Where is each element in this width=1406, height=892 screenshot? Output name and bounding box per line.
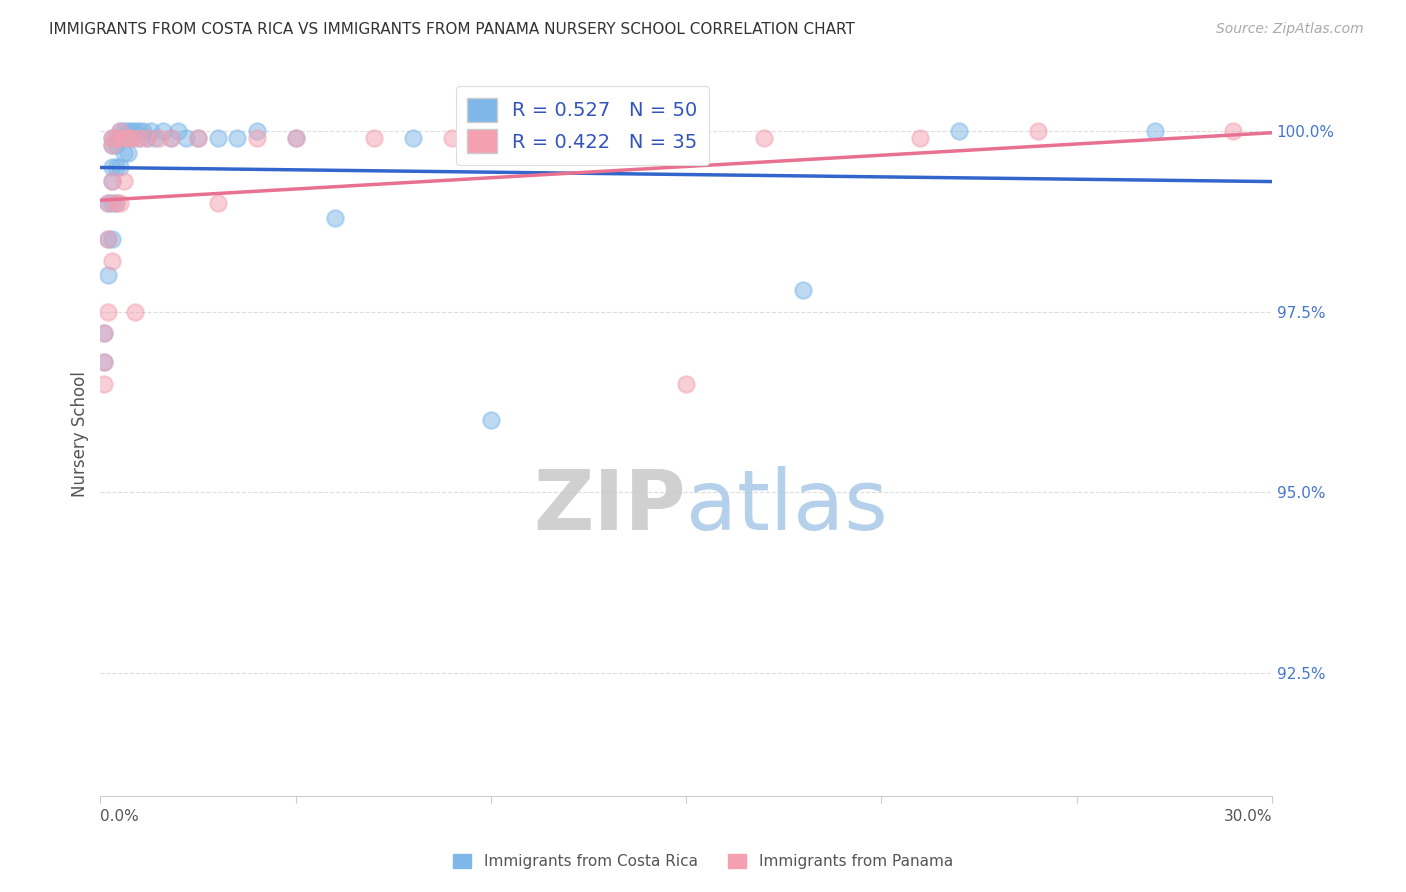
Point (101, 174, 124, 188)
Point (1222, 124, 1244, 138)
Point (675, 376, 697, 391)
Point (97, 268, 120, 283)
Point (117, 131, 139, 145)
Point (112, 131, 135, 145)
Point (104, 131, 127, 145)
Point (167, 124, 190, 138)
Point (479, 413, 502, 427)
Point (104, 138, 127, 153)
Point (101, 131, 124, 145)
Text: ZIP: ZIP (534, 467, 686, 548)
Point (97, 196, 120, 211)
Text: IMMIGRANTS FROM COSTA RICA VS IMMIGRANTS FROM PANAMA NURSERY SCHOOL CORRELATION : IMMIGRANTS FROM COSTA RICA VS IMMIGRANTS… (49, 22, 855, 37)
Point (187, 131, 209, 145)
Point (108, 196, 131, 211)
Point (93, 326, 115, 341)
Point (440, 131, 463, 145)
Point (284, 131, 307, 145)
Point (97, 304, 120, 318)
Point (112, 124, 135, 138)
Point (1143, 124, 1166, 138)
Point (152, 124, 174, 138)
Point (104, 196, 127, 211)
Legend: R = 0.527   N = 50, R = 0.422   N = 35: R = 0.527 N = 50, R = 0.422 N = 35 (456, 87, 709, 165)
Point (101, 174, 124, 188)
Point (108, 124, 131, 138)
Point (128, 124, 150, 138)
Point (245, 124, 267, 138)
Point (245, 131, 267, 145)
Point (97, 232, 120, 246)
Point (284, 131, 307, 145)
Point (1026, 124, 1049, 138)
Text: atlas: atlas (686, 467, 887, 548)
Text: 30.0%: 30.0% (1223, 809, 1272, 824)
Point (124, 124, 146, 138)
Point (108, 124, 131, 138)
Point (159, 131, 181, 145)
Point (128, 131, 150, 145)
Point (226, 131, 249, 145)
Point (124, 304, 146, 318)
Point (159, 131, 181, 145)
Point (121, 131, 143, 145)
Point (363, 131, 385, 145)
Point (136, 131, 159, 145)
Point (117, 131, 139, 145)
Point (207, 131, 229, 145)
Point (104, 196, 127, 211)
Point (117, 145, 139, 160)
Point (112, 131, 135, 145)
Point (101, 232, 124, 246)
Text: Source: ZipAtlas.com: Source: ZipAtlas.com (1216, 22, 1364, 37)
Point (101, 196, 124, 211)
Point (207, 196, 229, 211)
Point (675, 131, 697, 145)
Point (104, 160, 127, 174)
Point (93, 355, 115, 369)
Point (112, 145, 135, 160)
Point (402, 131, 425, 145)
Point (101, 160, 124, 174)
Point (108, 160, 131, 174)
Point (139, 124, 162, 138)
Point (754, 131, 776, 145)
Point (97, 232, 120, 246)
Point (93, 376, 115, 391)
Point (97, 196, 120, 211)
Point (143, 131, 166, 145)
Point (101, 138, 124, 153)
Point (132, 124, 155, 138)
Point (101, 254, 124, 268)
Point (558, 131, 581, 145)
Point (187, 131, 209, 145)
Point (910, 131, 932, 145)
Point (108, 131, 131, 145)
Point (128, 131, 150, 145)
Point (93, 355, 115, 369)
Point (121, 131, 143, 145)
Point (117, 124, 139, 138)
Point (93, 326, 115, 341)
Point (112, 174, 135, 188)
Point (121, 124, 143, 138)
Y-axis label: Nursery School: Nursery School (72, 372, 89, 498)
Point (136, 131, 159, 145)
Text: 0.0%: 0.0% (100, 809, 139, 824)
Point (323, 211, 346, 225)
Point (148, 131, 170, 145)
Point (174, 131, 197, 145)
Point (101, 138, 124, 153)
Point (948, 124, 970, 138)
Legend: Immigrants from Costa Rica, Immigrants from Panama: Immigrants from Costa Rica, Immigrants f… (447, 848, 959, 875)
Point (792, 283, 814, 297)
Point (519, 131, 541, 145)
Point (101, 131, 124, 145)
Point (104, 131, 127, 145)
